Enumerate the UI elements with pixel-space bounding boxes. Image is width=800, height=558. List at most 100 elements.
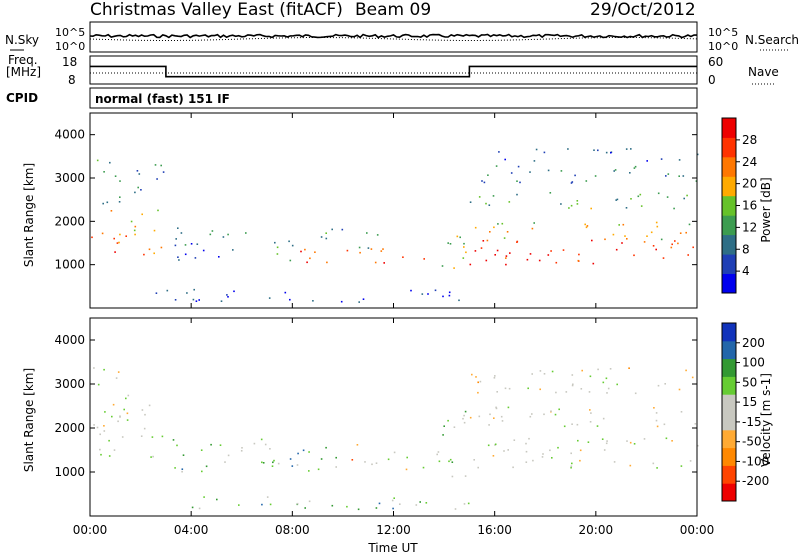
velocity-colorbar: 200 100 50 15 -15 -50 -100 -200 [721, 322, 769, 502]
heatmap-cell [667, 173, 670, 175]
heatmap-cell [161, 435, 164, 438]
heatmap-cell [458, 299, 460, 302]
heatmap-cell [646, 160, 648, 162]
heatmap-cell [119, 233, 121, 236]
heatmap-cell [529, 415, 532, 418]
heatmap-cell [495, 165, 498, 167]
heatmap-cell [210, 443, 212, 446]
heatmap-cell [605, 442, 608, 445]
heatmap-cell [492, 195, 495, 197]
heatmap-cell [392, 507, 394, 510]
heatmap-cell [227, 454, 230, 457]
heatmap-cell [362, 298, 365, 300]
heatmap-cell [533, 160, 536, 162]
heatmap-cell [533, 222, 535, 224]
heatmap-cell [155, 292, 158, 294]
heatmap-cell [633, 167, 636, 169]
colorbar-tick-label: 100 [742, 356, 765, 370]
heatmap-cell [227, 233, 229, 236]
heatmap-cell [539, 370, 542, 372]
heatmap-cell [662, 257, 665, 259]
heatmap-cell [115, 377, 118, 379]
heatmap-cell [488, 424, 490, 426]
colorbar-swatch [722, 376, 736, 395]
colorbar-tick-label: -50 [742, 435, 762, 449]
ytick-label: 3000 [54, 377, 85, 391]
heatmap-cell [560, 170, 563, 172]
heatmap-cell [478, 415, 481, 418]
heatmap-cell [694, 423, 697, 425]
heatmap-cell [678, 388, 681, 391]
heatmap-cell [541, 456, 544, 458]
heatmap-cell [378, 502, 381, 505]
heatmap-cell [463, 246, 465, 248]
heatmap-cell [485, 202, 487, 205]
heatmap-cell [531, 373, 533, 375]
heatmap-cell [605, 377, 608, 380]
heatmap-cell [138, 173, 141, 175]
heatmap-cell [528, 437, 530, 440]
heatmap-cell [134, 225, 137, 228]
heatmap-cell [162, 171, 165, 173]
heatmap-cell [652, 462, 655, 465]
velocity-colorbar-label: Velocity [m s-1] [759, 373, 773, 467]
power-frame [89, 112, 698, 309]
heatmap-cell [331, 504, 334, 507]
heatmap-cell [364, 461, 366, 463]
heatmap-cell [448, 291, 451, 294]
nsky-tick-low: 10^0 [55, 40, 85, 53]
heatmap-cell [542, 453, 544, 455]
heatmap-cell [427, 293, 429, 295]
heatmap-cell [563, 425, 566, 428]
heatmap-cell [475, 376, 477, 378]
heatmap-cell [218, 256, 220, 258]
ytick-label: 2000 [54, 214, 85, 228]
heatmap-cell [643, 438, 646, 440]
colorbar-tick-label: 24 [742, 155, 757, 169]
heatmap-cell [174, 244, 177, 247]
heatmap-cell [346, 505, 348, 508]
heatmap-cell [326, 261, 328, 264]
heatmap-cell [487, 444, 490, 447]
velocity-xticks: 00:00 04:00 08:00 12:00 16:00 20:00 00:00 [73, 318, 714, 537]
heatmap-cell [678, 159, 681, 161]
heatmap-cell [478, 196, 481, 198]
heatmap-cell [688, 223, 691, 226]
heatmap-cell [480, 247, 483, 249]
heatmap-cell [194, 257, 197, 259]
heatmap-cell [209, 233, 212, 236]
heatmap-cell [532, 459, 534, 462]
heatmap-cell [570, 182, 573, 184]
heatmap-cell [497, 223, 499, 225]
heatmap-cell [527, 387, 529, 390]
heatmap-cell [589, 421, 592, 423]
heatmap-cell [471, 373, 473, 376]
heatmap-cell [670, 246, 673, 249]
heatmap-cell [456, 235, 459, 238]
heatmap-cell [126, 419, 129, 421]
heatmap-cell [576, 200, 579, 202]
heatmap-cell [289, 458, 292, 460]
heatmap-cell [494, 443, 497, 446]
heatmap-cell [190, 243, 193, 245]
heatmap-cell [358, 301, 360, 303]
heatmap-cell [594, 175, 597, 177]
heatmap-cell [151, 436, 154, 438]
heatmap-cell [425, 502, 428, 504]
heatmap-cell [277, 462, 280, 465]
heatmap-cell [571, 181, 574, 183]
heatmap-cell [393, 451, 396, 454]
heatmap-cell [551, 457, 553, 459]
heatmap-cell [308, 500, 311, 503]
freq-line [90, 65, 697, 78]
heatmap-cell [507, 449, 509, 451]
heatmap-cell [560, 203, 562, 205]
heatmap-cell [609, 368, 612, 370]
nsearch-label: N.Search [745, 33, 799, 47]
heatmap-cell [477, 466, 479, 469]
power-colorbar-label: Power [dB] [759, 177, 773, 242]
heatmap-cell [351, 459, 354, 461]
heatmap-cell [118, 241, 120, 244]
heatmap-cell [589, 375, 592, 378]
heatmap-cell [451, 461, 454, 463]
